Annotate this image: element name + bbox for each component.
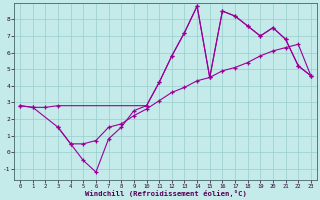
X-axis label: Windchill (Refroidissement éolien,°C): Windchill (Refroidissement éolien,°C) xyxy=(84,190,246,197)
